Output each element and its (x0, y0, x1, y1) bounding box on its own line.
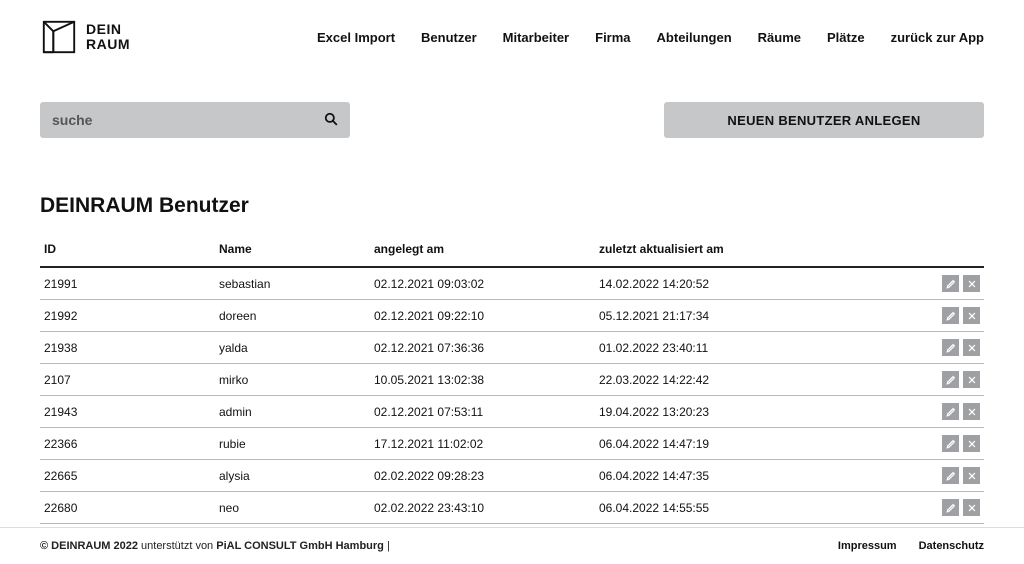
nav-firma[interactable]: Firma (595, 30, 630, 45)
nav-benutzer[interactable]: Benutzer (421, 30, 477, 45)
table-row: 22366rubie17.12.2021 11:02:0206.04.2022 … (40, 428, 984, 460)
footer: © DEINRAUM 2022 unterstützt von PiAL CON… (0, 527, 1024, 564)
cell-name: mirko (215, 364, 370, 396)
main-nav: Excel Import Benutzer Mitarbeiter Firma … (317, 30, 984, 45)
table-row: 21992doreen02.12.2021 09:22:1005.12.2021… (40, 300, 984, 332)
edit-button[interactable] (942, 371, 959, 388)
table-row: 21991sebastian02.12.2021 09:03:0214.02.2… (40, 268, 984, 300)
cell-created: 02.12.2021 07:53:11 (370, 396, 595, 428)
th-updated: zuletzt aktualisiert am (595, 236, 924, 267)
cell-name: alysia (215, 460, 370, 492)
search-box[interactable] (40, 102, 350, 138)
brand-line2: RAUM (86, 37, 130, 52)
footer-tail: | (384, 540, 390, 552)
cell-name: rubie (215, 428, 370, 460)
delete-button[interactable] (963, 307, 980, 324)
cell-created: 02.12.2021 07:36:36 (370, 332, 595, 364)
cell-id: 21991 (40, 268, 215, 300)
nav-excel-import[interactable]: Excel Import (317, 30, 395, 45)
cell-created: 02.02.2022 09:28:23 (370, 460, 595, 492)
nav-raeume[interactable]: Räume (758, 30, 801, 45)
brand-logo: DEIN RAUM (40, 18, 130, 56)
cell-updated: 19.04.2022 13:20:23 (595, 396, 924, 428)
cell-id: 22680 (40, 492, 215, 524)
delete-button[interactable] (963, 275, 980, 292)
nav-plaetze[interactable]: Plätze (827, 30, 865, 45)
cell-created: 02.12.2021 09:22:10 (370, 300, 595, 332)
table-row: 21938yalda02.12.2021 07:36:3601.02.2022 … (40, 332, 984, 364)
cell-created: 10.05.2021 13:02:38 (370, 364, 595, 396)
cell-id: 21938 (40, 332, 215, 364)
cell-updated: 01.02.2022 23:40:11 (595, 332, 924, 364)
edit-button[interactable] (942, 435, 959, 452)
nav-abteilungen[interactable]: Abteilungen (657, 30, 732, 45)
delete-button[interactable] (963, 435, 980, 452)
cell-id: 21992 (40, 300, 215, 332)
delete-button[interactable] (963, 403, 980, 420)
footer-mid: unterstützt von (138, 540, 216, 552)
cell-created: 02.12.2021 09:03:02 (370, 268, 595, 300)
cell-name: admin (215, 396, 370, 428)
search-input[interactable] (52, 112, 324, 128)
cell-updated: 05.12.2021 21:17:34 (595, 300, 924, 332)
cell-id: 21943 (40, 396, 215, 428)
delete-button[interactable] (963, 499, 980, 516)
cell-updated: 14.02.2022 14:20:52 (595, 268, 924, 300)
table-row: 21943admin02.12.2021 07:53:1119.04.2022 … (40, 396, 984, 428)
cell-name: neo (215, 492, 370, 524)
footer-datenschutz[interactable]: Datenschutz (919, 540, 984, 552)
th-name: Name (215, 236, 370, 267)
cell-id: 22366 (40, 428, 215, 460)
footer-copyright: © DEINRAUM 2022 unterstützt von PiAL CON… (40, 540, 390, 552)
cell-name: doreen (215, 300, 370, 332)
footer-brand: © DEINRAUM 2022 (40, 540, 138, 552)
cell-name: yalda (215, 332, 370, 364)
cell-updated: 06.04.2022 14:55:55 (595, 492, 924, 524)
cell-created: 02.02.2022 23:43:10 (370, 492, 595, 524)
cube-icon (40, 18, 78, 56)
delete-button[interactable] (963, 467, 980, 484)
new-user-button[interactable]: NEUEN BENUTZER ANLEGEN (664, 102, 984, 138)
edit-button[interactable] (942, 275, 959, 292)
table-row: 22665alysia02.02.2022 09:28:2306.04.2022… (40, 460, 984, 492)
edit-button[interactable] (942, 467, 959, 484)
footer-impressum[interactable]: Impressum (838, 540, 897, 552)
cell-created: 17.12.2021 11:02:02 (370, 428, 595, 460)
cell-updated: 06.04.2022 14:47:19 (595, 428, 924, 460)
cell-name: sebastian (215, 268, 370, 300)
footer-company: PiAL CONSULT GmbH Hamburg (216, 540, 384, 552)
delete-button[interactable] (963, 371, 980, 388)
nav-mitarbeiter[interactable]: Mitarbeiter (503, 30, 569, 45)
edit-button[interactable] (942, 307, 959, 324)
edit-button[interactable] (942, 499, 959, 516)
th-id: ID (40, 236, 215, 267)
th-created: angelegt am (370, 236, 595, 267)
cell-updated: 22.03.2022 14:22:42 (595, 364, 924, 396)
cell-id: 22665 (40, 460, 215, 492)
th-actions (924, 236, 984, 267)
search-icon[interactable] (324, 112, 338, 129)
nav-zurueck-zur-app[interactable]: zurück zur App (891, 30, 984, 45)
cell-id: 2107 (40, 364, 215, 396)
edit-button[interactable] (942, 339, 959, 356)
cell-updated: 06.04.2022 14:47:35 (595, 460, 924, 492)
page-title: DEINRAUM Benutzer (40, 194, 984, 218)
table-row: 22680neo02.02.2022 23:43:1006.04.2022 14… (40, 492, 984, 524)
table-row: 2107mirko10.05.2021 13:02:3822.03.2022 1… (40, 364, 984, 396)
edit-button[interactable] (942, 403, 959, 420)
brand-line1: DEIN (86, 22, 130, 37)
table-scroll[interactable]: 21991sebastian02.12.2021 09:03:0214.02.2… (40, 268, 984, 536)
delete-button[interactable] (963, 339, 980, 356)
